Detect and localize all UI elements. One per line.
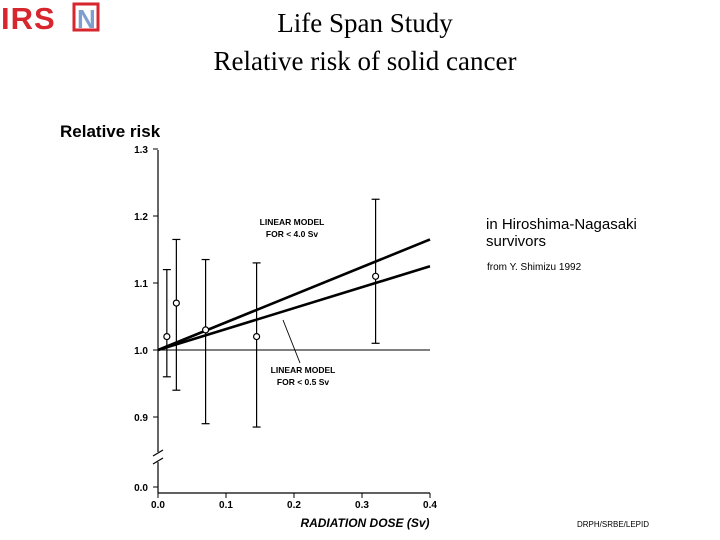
y-tick-label: 1.2 — [134, 212, 148, 223]
data-points — [162, 198, 380, 428]
y-tick-label: 0.0 — [134, 483, 148, 494]
logo-n-box — [72, 2, 100, 32]
data-point — [372, 272, 380, 280]
x-tick-label: 0.1 — [219, 500, 233, 511]
model-line-05sv — [157, 265, 431, 352]
x-axis-title: RADIATION DOSE (Sv) — [300, 516, 429, 530]
annotation-source: from Y. Shimizu 1992 — [487, 262, 582, 273]
logo-text: IRS — [1, 1, 56, 36]
x-tick-label: 0.3 — [355, 500, 369, 511]
chart-ticks: 1.3 1.2 1.1 1.0 0.9 0.00.0 0.1 0.2 0.3 0.4 — [134, 145, 437, 511]
irsn-logo: IRS N — [1, 1, 100, 36]
logo-n: N — [77, 4, 96, 34]
y-tick-label: 0.9 — [134, 413, 148, 424]
y-tick-label: 1.1 — [134, 279, 148, 290]
model-label: FOR < 4.0 Sv — [266, 229, 318, 239]
y-tick-label: 1.3 — [134, 145, 148, 156]
axis-break-mark — [152, 449, 164, 457]
model-label: FOR < 0.5 Sv — [277, 377, 329, 387]
y-axis-title: Relative risk — [60, 122, 161, 141]
data-point — [172, 299, 180, 307]
credit-text: DRPH/SRBE/LEPID — [577, 520, 650, 529]
data-point — [253, 333, 261, 341]
model-line-4sv — [157, 238, 431, 352]
annotation-line-1: in Hiroshima-Nagasaki — [486, 216, 637, 233]
x-tick-label: 0.4 — [423, 500, 437, 511]
title-line-1: Life Span Study — [277, 8, 453, 38]
annotation-survivors: in Hiroshima-Nagasaki survivors — [486, 216, 686, 250]
y-tick-label: 1.0 — [134, 346, 148, 357]
axis-break-mark — [152, 457, 164, 465]
data-point — [163, 333, 171, 341]
chart-axes — [152, 150, 430, 494]
x-tick-label: 0.0 — [151, 500, 165, 511]
label-leader — [282, 319, 301, 364]
annotation-line-2: survivors — [486, 233, 547, 250]
model-label: LINEAR MODEL — [260, 217, 325, 227]
model-lines: LINEAR MODEL FOR < 4.0 Sv LINEAR MODEL FOR … — [157, 217, 431, 387]
title-line-2: Relative risk of solid cancer — [213, 46, 517, 76]
x-tick-label: 0.2 — [287, 500, 301, 511]
model-label: LINEAR MODEL — [271, 365, 336, 375]
data-point — [202, 326, 210, 334]
